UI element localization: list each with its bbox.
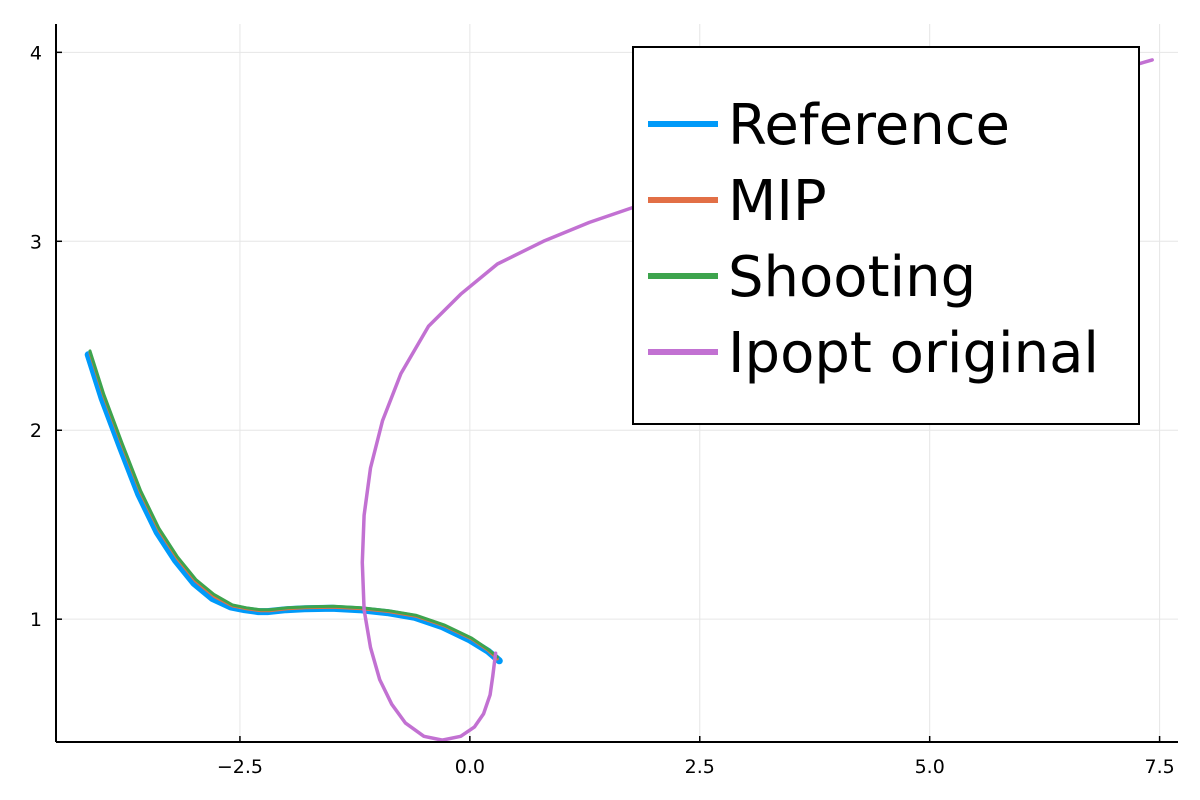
x-tick-label: 0.0 <box>455 756 485 778</box>
x-tick-label: 7.5 <box>1144 756 1174 778</box>
legend-label-reference: Reference <box>728 93 1010 158</box>
y-tick-label: 1 <box>30 609 42 631</box>
legend-label-ipopt-original: Ipopt original <box>728 321 1099 386</box>
legend: Reference MIP Shooting Ipopt original <box>632 46 1140 425</box>
x-tick-label: 2.5 <box>685 756 715 778</box>
y-tick-label: 4 <box>30 42 42 64</box>
series-line-shooting <box>88 349 499 659</box>
x-tick-label: 5.0 <box>915 756 945 778</box>
x-tick-label: −2.5 <box>217 756 263 778</box>
legend-box <box>632 46 1140 425</box>
series-line-mip <box>88 351 499 661</box>
ticks: −2.5 0.0 2.5 5.0 7.5 1 2 3 4 <box>30 42 1175 778</box>
y-tick-label: 3 <box>30 231 42 253</box>
legend-label-mip: MIP <box>728 169 827 234</box>
axes <box>55 24 1178 743</box>
legend-label-shooting: Shooting <box>728 245 976 310</box>
y-tick-label: 2 <box>30 420 42 442</box>
